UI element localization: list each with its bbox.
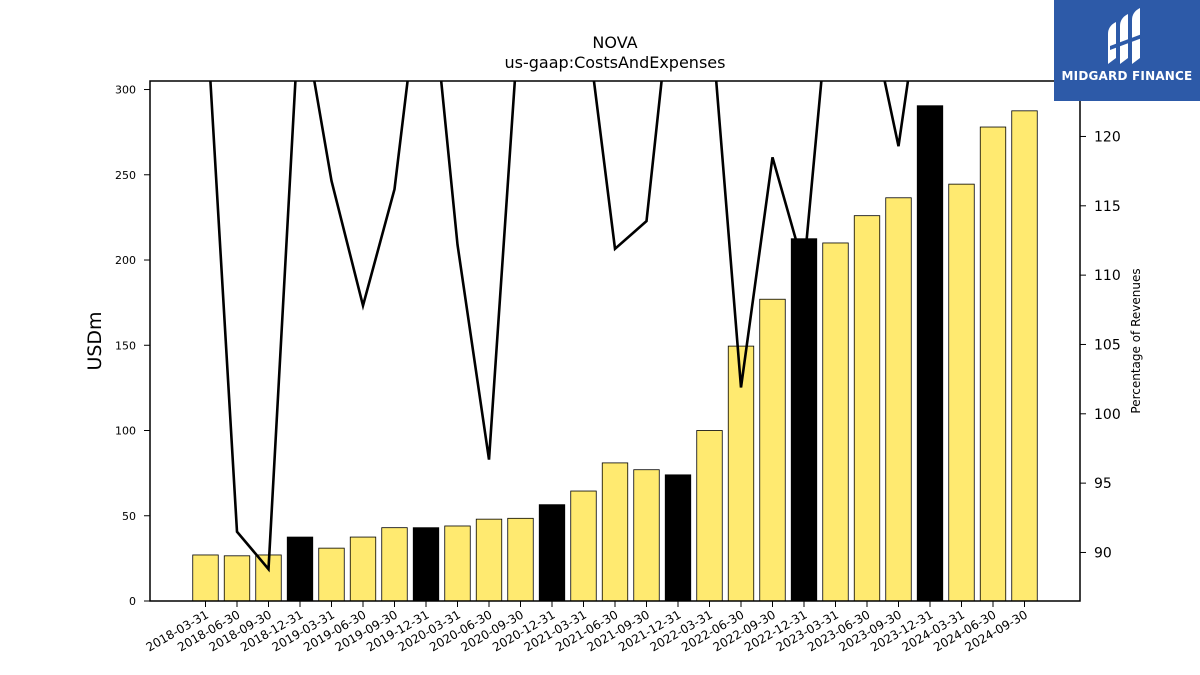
chart-subtitle: us-gaap:CostsAndExpenses: [505, 53, 726, 72]
y2-tick-label: 115: [1094, 199, 1121, 215]
y2-tick-label: 100: [1094, 407, 1121, 423]
bar-2021-09-30: [633, 469, 660, 602]
bar-2022-03-31: [696, 430, 723, 602]
x-axis: 2018-03-312018-06-302018-09-302018-12-31…: [144, 601, 1030, 654]
line-group: [209, 81, 910, 573]
y-tick-label: 50: [122, 510, 136, 523]
bar-2024-09-30: [1011, 110, 1038, 602]
left-axis: 0 50 100 150 200 250 300: [115, 84, 150, 608]
y-tick-label: 150: [115, 339, 136, 352]
y-axis-label: USDm: [84, 311, 106, 370]
bar-2022-12-31: [790, 238, 818, 602]
bar-2021-06-30: [601, 462, 629, 602]
y2-tick-label: 90: [1094, 545, 1112, 561]
logo-text: MIDGARD FINANCE: [1061, 69, 1193, 83]
bar-2021-12-31: [664, 474, 692, 602]
bar-2024-03-31: [948, 183, 975, 602]
bar-2018-06-30: [223, 555, 251, 602]
y2-tick-label: 120: [1094, 129, 1121, 145]
bar-2019-03-31: [318, 547, 345, 602]
bar-2018-12-31: [286, 536, 314, 602]
y2-tick-label: 105: [1094, 337, 1121, 353]
percentage-line: [209, 81, 910, 573]
y-tick-label: 300: [115, 84, 136, 97]
bar-2022-06-30: [727, 345, 755, 602]
y2-tick-label: 110: [1094, 268, 1121, 284]
bar-2018-03-31: [192, 554, 219, 602]
logo-mark-icon: [1108, 8, 1142, 64]
y2-tick-label: 95: [1094, 476, 1112, 492]
bar-2021-03-31: [570, 490, 597, 602]
y-tick-label: 0: [129, 595, 136, 608]
right-axis: 90 95 100 105 110 115 120: [1080, 129, 1121, 561]
bar-2019-06-30: [349, 536, 377, 602]
brand-logo: MIDGARD FINANCE: [1054, 0, 1200, 101]
bar-2022-09-30: [759, 298, 786, 602]
y-tick-label: 250: [115, 169, 136, 182]
bar-2023-06-30: [853, 215, 881, 602]
bar-2024-06-30: [979, 126, 1007, 602]
bar-2019-12-31: [412, 527, 440, 602]
bar-2023-09-30: [885, 197, 912, 602]
bar-2020-06-30: [475, 518, 503, 602]
bar-2020-03-31: [444, 525, 471, 602]
bar-2020-12-31: [538, 504, 566, 602]
bar-group: [192, 105, 1038, 602]
y2-axis-label: Percentage of Revenues: [1129, 268, 1143, 413]
bar-2023-12-31: [916, 105, 944, 602]
y-tick-label: 100: [115, 425, 136, 438]
y-tick-label: 200: [115, 254, 136, 267]
bar-2019-09-30: [381, 527, 408, 602]
chart-title: NOVA: [592, 33, 637, 52]
bar-2023-03-31: [822, 242, 849, 602]
bar-2020-09-30: [507, 517, 534, 602]
